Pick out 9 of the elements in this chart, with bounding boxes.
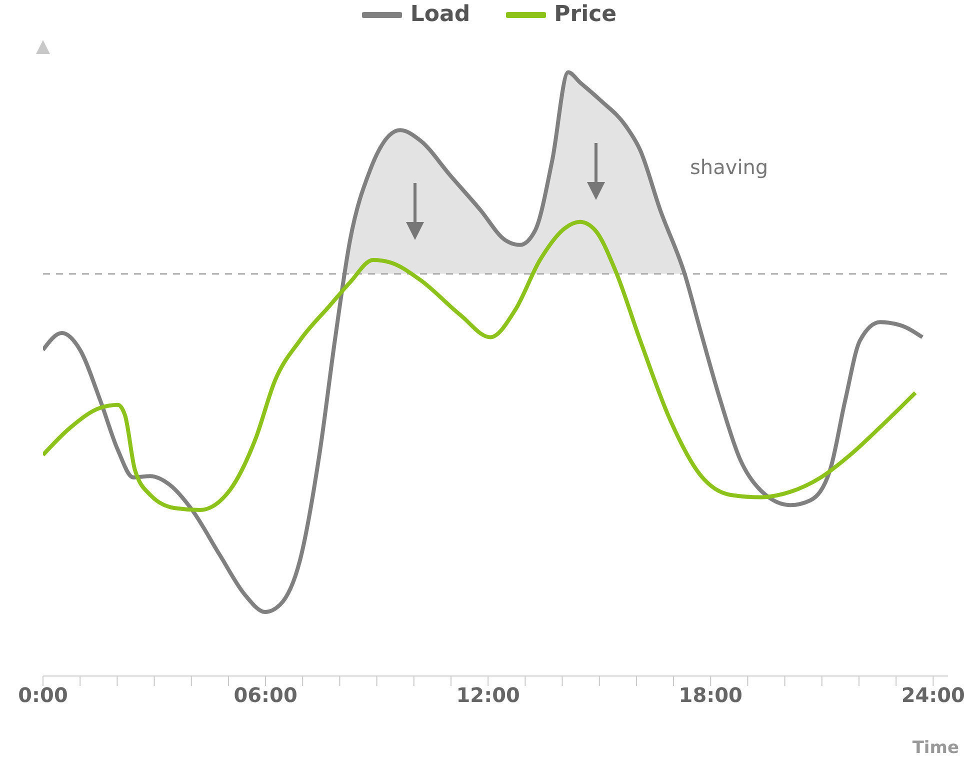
legend-label: Price [554, 2, 617, 27]
x-tick-label: 18:00 [678, 683, 742, 708]
x-tick-label: 12:00 [456, 683, 520, 708]
annotation: shaving [690, 155, 768, 179]
x-tick-label: 06:00 [234, 683, 298, 708]
x-tick-label: 24:00 [901, 683, 965, 708]
x-axis-title: Time [912, 738, 959, 758]
legend-label: Load [410, 2, 470, 27]
x-tick-label: 0:00 [18, 683, 68, 708]
